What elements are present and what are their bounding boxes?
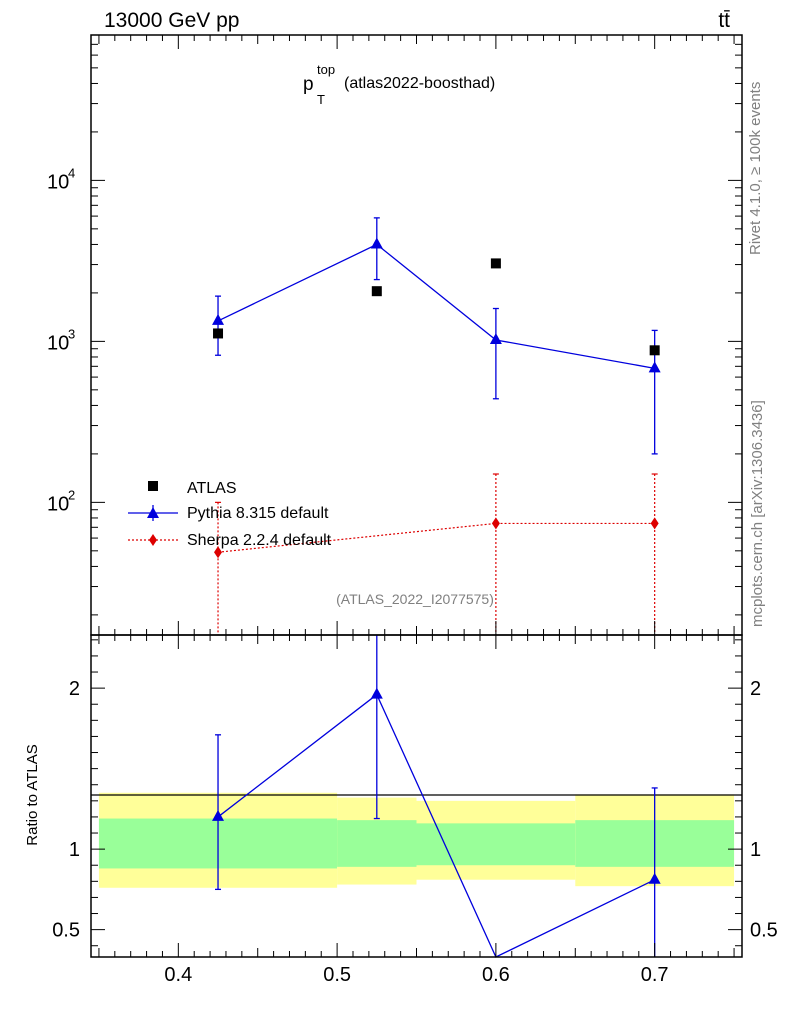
analysis-watermark: (ATLAS_2022_I2077575): [336, 591, 494, 607]
main-ytick-exponent: 3: [68, 326, 75, 341]
atlas-point: [649, 345, 660, 356]
pythia-point: [489, 332, 502, 344]
ratio-ylabel: Ratio to ATLAS: [24, 744, 41, 845]
atlas-point: [371, 286, 382, 297]
rivet-version-label: Rivet 4.1.0, ≥ 100k events: [747, 82, 764, 255]
ratio-ytick-label-left: 0.5: [52, 920, 80, 942]
main-ytick-exponent: 4: [68, 165, 75, 180]
plot-title-sub: T: [317, 92, 325, 107]
legend: ATLAS Pythia 8.315 default Sherpa 2.2.4 …: [128, 480, 332, 549]
sherpa-point: [214, 546, 223, 559]
ratio-data-marks: [212, 635, 661, 958]
pythia-line: [217, 243, 655, 369]
collision-energy-label: 13000 GeV pp: [104, 9, 239, 32]
ratio-ytick-label-right: 2: [750, 678, 761, 700]
xtick-label: 0.5: [323, 964, 351, 986]
ratio-band-inner: [416, 823, 576, 866]
mcplots-label: mcplots.cern.ch [arXiv:1306.3436]: [749, 400, 766, 627]
atlas-point: [490, 258, 501, 269]
ratio-panel: 0.5 0.5 1 1 2 2 0.4 0.5 0.6 0.7 Ratio to ATLAS: [24, 634, 778, 986]
main-data-marks: [212, 217, 661, 635]
xtick-label: 0.7: [641, 964, 669, 986]
legend-sherpa-marker: [149, 534, 157, 546]
sherpa-line: [217, 522, 655, 553]
process-label: tt̄: [718, 9, 730, 32]
ratio-ytick-label-right: 1: [750, 839, 761, 861]
atlas-point: [213, 328, 224, 339]
main-ytick-label: 10: [47, 332, 69, 354]
ratio-pythia-point: [212, 809, 225, 821]
ratio-ytick-label-left: 2: [69, 678, 80, 700]
ratio-pythia-line: [217, 693, 655, 958]
plot-title-sup: top: [317, 62, 335, 77]
pythia-point: [648, 361, 661, 373]
legend-atlas-marker: [148, 481, 158, 491]
legend-sherpa-label: Sherpa 2.2.4 default: [187, 532, 332, 549]
main-ytick-exponent: 2: [68, 487, 75, 502]
ratio-pythia-point: [648, 872, 661, 884]
ratio-uncertainty-bands: [98, 792, 735, 888]
legend-atlas-label: ATLAS: [187, 480, 237, 497]
sherpa-point: [650, 517, 659, 530]
plot-title: p: [303, 74, 314, 95]
pythia-point: [212, 313, 225, 325]
xtick-label: 0.4: [164, 964, 192, 986]
ratio-pythia-point: [370, 687, 383, 699]
main-ytick-label: 10: [47, 493, 69, 515]
legend-pythia-label: Pythia 8.315 default: [187, 505, 329, 522]
pythia-point: [370, 237, 383, 249]
ratio-band-inner: [337, 820, 417, 867]
plot-title-rest: (atlas2022-boosthad): [344, 75, 495, 92]
xtick-label: 0.6: [482, 964, 510, 986]
legend-pythia-marker: [147, 507, 159, 518]
ratio-axis-ticks: 0.5 0.5 1 1 2 2 0.4 0.5 0.6 0.7: [52, 635, 778, 986]
plot-title-main: p: [303, 74, 314, 95]
ratio-ytick-label-right: 0.5: [750, 920, 778, 942]
main-ytick-label: 10: [47, 171, 69, 193]
sherpa-point: [491, 517, 500, 530]
ratio-ytick-label-left: 1: [69, 839, 80, 861]
